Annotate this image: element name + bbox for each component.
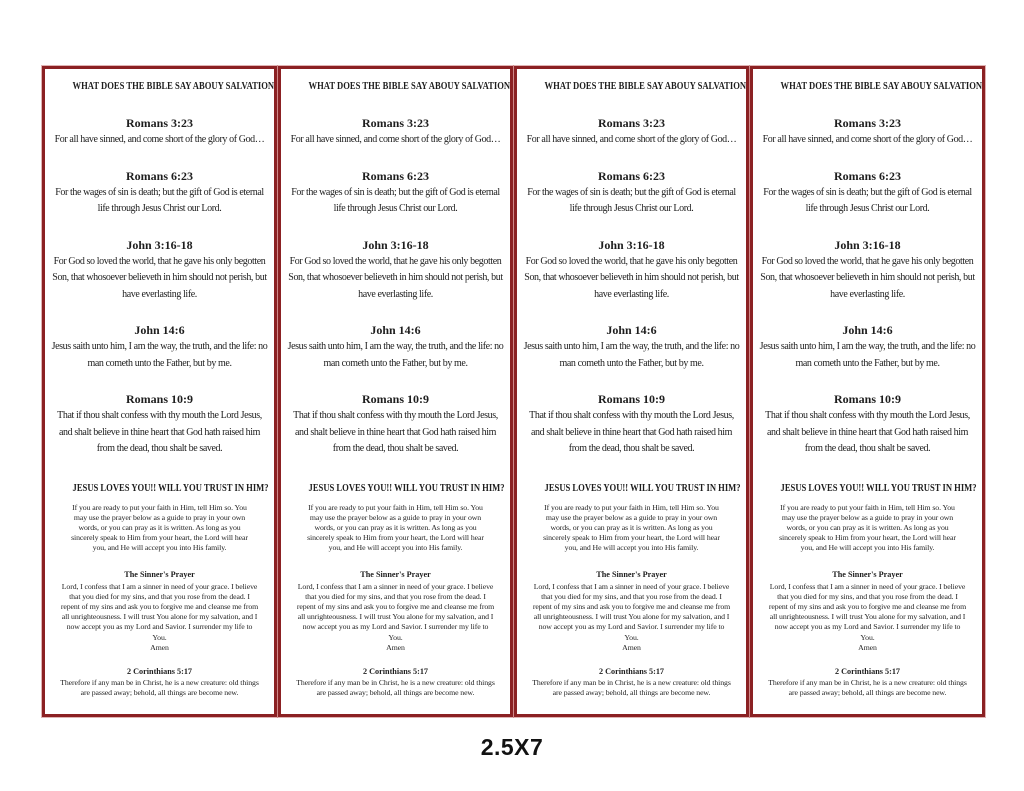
verse-reference: Romans 10:9 [125,392,193,406]
invitation-intro: If you are ready to put your faith in Hi… [543,502,720,553]
card-title: WHAT DOES THE BIBLE SAY ABOUY SALVATION? [544,80,749,92]
verse-section: Romans 3:23 For all have sinned, and com… [48,116,271,149]
verse-section: John 3:16-18 For God so loved the world,… [48,238,271,304]
verse-reference: Romans 6:23 [597,168,665,183]
invitation-headline: JESUS LOVES YOU!! WILL YOU TRUST IN HIM? [780,481,977,494]
verse-text: That if thou shalt confess with thy mout… [57,410,262,454]
verse-section: Romans 6:23 For the wages of sin is deat… [520,169,743,218]
tract-card: WHAT DOES THE BIBLE SAY ABOUY SALVATION?… [41,65,278,718]
verse-reference: Romans 3:23 [125,116,193,130]
closing-verse-text: Therefore if any man be in Christ, he is… [532,677,731,698]
invitation-headline: JESUS LOVES YOU!! WILL YOU TRUST IN HIM? [544,481,741,494]
verse-text: For God so loved the world, that he gave… [288,255,503,300]
verse-section: Romans 3:23 For all have sinned, and com… [756,116,979,149]
verse-reference: John 14:6 [842,323,893,337]
prayer-text: Lord, I confess that I am a sinner in ne… [768,581,967,642]
card-title: WHAT DOES THE BIBLE SAY ABOUY SALVATION? [780,80,985,92]
prayer-amen: Amen [622,642,641,652]
verse-reference: Romans 6:23 [125,168,193,183]
verse-reference: Romans 10:9 [361,392,429,406]
verse-section: Romans 3:23 For all have sinned, and com… [520,116,743,149]
verse-text: That if thou shalt confess with thy mout… [765,410,970,454]
verse-text: For the wages of sin is death; but the g… [527,186,736,215]
card-title: WHAT DOES THE BIBLE SAY ABOUY SALVATION? [72,80,277,92]
sheet-size-label: 2.5X7 [480,734,544,760]
verse-section: John 3:16-18 For God so loved the world,… [520,238,743,304]
prayer-text: Lord, I confess that I am a sinner in ne… [532,581,731,642]
prayer-heading: The Sinner's Prayer [596,569,667,579]
verse-text: That if thou shalt confess with thy mout… [293,410,498,454]
prayer-heading: The Sinner's Prayer [832,569,903,579]
verse-reference: Romans 3:23 [833,116,901,130]
verse-section: Romans 6:23 For the wages of sin is deat… [756,169,979,218]
closing-verse-text: Therefore if any man be in Christ, he is… [60,677,259,698]
closing-verse-reference: 2 Corinthians 5:17 [598,666,665,676]
verse-reference: John 14:6 [370,323,421,337]
prayer-text: Lord, I confess that I am a sinner in ne… [60,581,259,642]
invitation-intro: If you are ready to put your faith in Hi… [307,502,484,553]
verse-section: Romans 10:9 That if thou shalt confess w… [756,392,979,458]
verse-section: Romans 10:9 That if thou shalt confess w… [48,392,271,458]
verse-reference: John 14:6 [134,323,185,337]
closing-verse-reference: 2 Corinthians 5:17 [362,666,429,676]
closing-verse-text: Therefore if any man be in Christ, he is… [296,677,495,698]
verse-reference: Romans 6:23 [361,168,429,183]
tract-card: WHAT DOES THE BIBLE SAY ABOUY SALVATION?… [277,65,514,718]
verse-text: For all have sinned, and come short of t… [762,134,973,145]
invitation-intro: If you are ready to put your faith in Hi… [779,502,956,553]
verse-section: Romans 6:23 For the wages of sin is deat… [284,169,507,218]
verse-section: John 14:6 Jesus saith unto him, I am the… [284,323,507,372]
verse-reference: John 3:16-18 [126,237,193,252]
verse-text: Jesus saith unto him, I am the way, the … [759,341,976,369]
verse-reference: John 3:16-18 [362,237,429,252]
verse-text: For all have sinned, and come short of t… [526,134,737,145]
verse-section: Romans 3:23 For all have sinned, and com… [284,116,507,149]
verse-section: John 14:6 Jesus saith unto him, I am the… [520,323,743,372]
card-title: WHAT DOES THE BIBLE SAY ABOUY SALVATION? [308,80,513,92]
invitation-intro: If you are ready to put your faith in Hi… [71,502,248,553]
tract-card: WHAT DOES THE BIBLE SAY ABOUY SALVATION?… [513,65,750,718]
verse-text: For all have sinned, and come short of t… [290,134,501,145]
verse-text: Jesus saith unto him, I am the way, the … [287,341,504,369]
tract-cards-row: WHAT DOES THE BIBLE SAY ABOUY SALVATION?… [41,65,986,718]
verse-text: For God so loved the world, that he gave… [52,255,267,300]
verse-reference: Romans 6:23 [833,168,901,183]
verse-text: For all have sinned, and come short of t… [54,134,265,145]
verse-reference: John 3:16-18 [834,237,901,252]
closing-verse-reference: 2 Corinthians 5:17 [126,666,193,676]
verse-section: John 3:16-18 For God so loved the world,… [284,238,507,304]
verse-section: John 3:16-18 For God so loved the world,… [756,238,979,304]
prayer-heading: The Sinner's Prayer [124,569,195,579]
verse-section: Romans 6:23 For the wages of sin is deat… [48,169,271,218]
verse-text: Jesus saith unto him, I am the way, the … [51,341,268,369]
verse-text: For God so loved the world, that he gave… [524,255,739,300]
invitation-headline: JESUS LOVES YOU!! WILL YOU TRUST IN HIM? [308,481,505,494]
verse-text: For the wages of sin is death; but the g… [291,186,500,215]
verse-text: For the wages of sin is death; but the g… [55,186,264,215]
verse-reference: John 3:16-18 [598,237,665,252]
verse-text: For the wages of sin is death; but the g… [763,186,972,215]
verse-section: John 14:6 Jesus saith unto him, I am the… [48,323,271,372]
verse-reference: Romans 10:9 [833,392,901,406]
prayer-text: Lord, I confess that I am a sinner in ne… [296,581,495,642]
verse-reference: Romans 3:23 [361,116,429,130]
verse-section: John 14:6 Jesus saith unto him, I am the… [756,323,979,372]
verse-text: For God so loved the world, that he gave… [760,255,975,300]
prayer-amen: Amen [150,642,169,652]
invitation-headline: JESUS LOVES YOU!! WILL YOU TRUST IN HIM? [72,481,269,494]
prayer-amen: Amen [858,642,877,652]
verse-reference: John 14:6 [606,323,657,337]
closing-verse-text: Therefore if any man be in Christ, he is… [768,677,967,698]
closing-verse-reference: 2 Corinthians 5:17 [834,666,901,676]
verse-text: Jesus saith unto him, I am the way, the … [523,341,740,369]
prayer-heading: The Sinner's Prayer [360,569,431,579]
verse-section: Romans 10:9 That if thou shalt confess w… [284,392,507,458]
prayer-amen: Amen [386,642,405,652]
verse-reference: Romans 10:9 [597,392,665,406]
verse-reference: Romans 3:23 [597,116,665,130]
verse-text: That if thou shalt confess with thy mout… [529,410,734,454]
verse-section: Romans 10:9 That if thou shalt confess w… [520,392,743,458]
tract-card: WHAT DOES THE BIBLE SAY ABOUY SALVATION?… [749,65,986,718]
